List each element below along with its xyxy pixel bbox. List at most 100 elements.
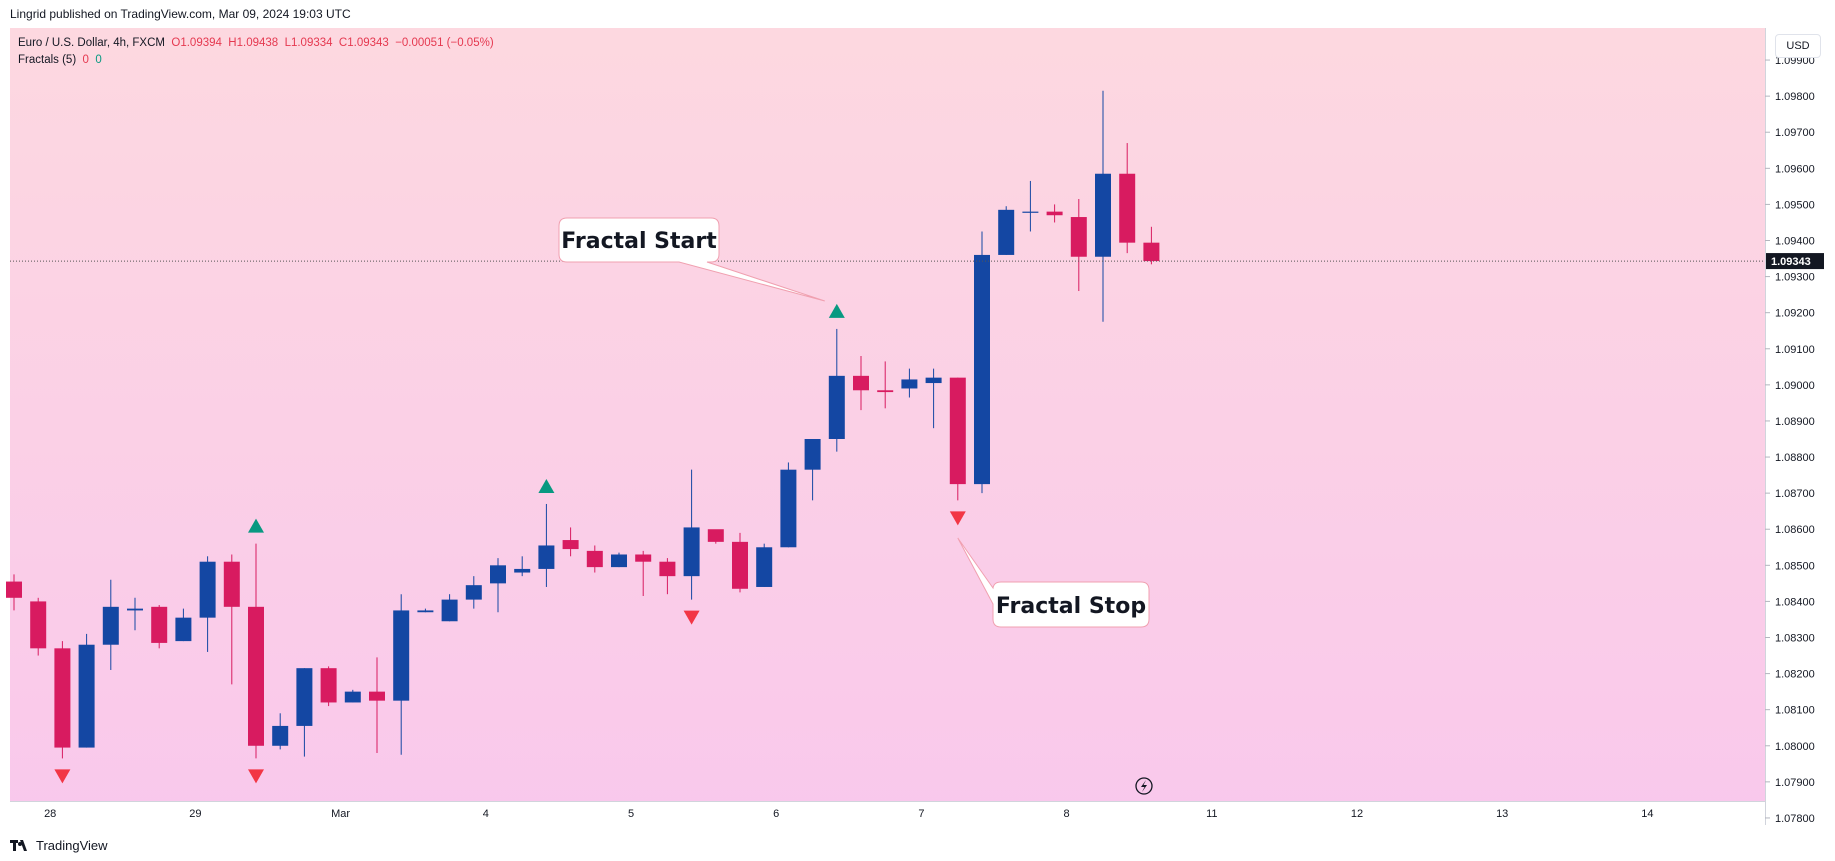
candle: [344, 689, 361, 703]
candle: [974, 231, 990, 494]
candle: [320, 666, 337, 707]
candle-body: [248, 606, 264, 746]
candle-body: [1022, 211, 1039, 213]
price-axis[interactable]: [1765, 28, 1835, 825]
legend-open: O1.09394: [171, 37, 222, 49]
candle-body: [538, 545, 555, 569]
candle-body: [998, 209, 1015, 255]
candle-body: [465, 585, 482, 600]
callout-box: [957, 537, 1150, 628]
candle-body: [369, 691, 385, 701]
candle-body: [611, 554, 627, 568]
candle: [538, 503, 555, 587]
legend-high: H1.09438: [228, 37, 279, 49]
candle-body: [804, 439, 821, 470]
candle: [659, 558, 676, 595]
candle-body: [1095, 173, 1111, 257]
candle: [223, 554, 240, 685]
candle-body: [901, 379, 918, 389]
candle: [151, 605, 168, 649]
candle: [562, 527, 579, 557]
fractal-down-marker: [949, 511, 966, 526]
candle: [635, 550, 652, 596]
brand-name: TradingView: [36, 838, 108, 853]
candle: [514, 556, 531, 577]
candle-body: [199, 561, 216, 618]
candle: [102, 579, 119, 670]
candle: [901, 368, 918, 398]
candle: [1070, 198, 1087, 292]
candle: [393, 594, 410, 755]
candle: [441, 594, 458, 622]
candle: [296, 668, 313, 757]
candle: [1119, 143, 1136, 254]
indicator-value-down: 0: [95, 54, 102, 66]
candle-body: [1070, 217, 1087, 257]
candle-body: [127, 608, 143, 611]
candle: [925, 368, 942, 429]
candle-body: [272, 725, 289, 746]
indicator-name: Fractals (5): [18, 54, 77, 66]
candle: [586, 545, 603, 573]
candle-body: [707, 529, 724, 542]
candle-body: [756, 547, 773, 587]
footer-brand[interactable]: TradingView: [10, 838, 108, 853]
callout-label: Fractal Stop: [996, 594, 1146, 619]
candle: [30, 597, 47, 656]
candle-body: [417, 610, 434, 613]
currency-button[interactable]: USD: [1775, 34, 1821, 58]
candle: [248, 543, 264, 759]
candle-body: [490, 565, 506, 584]
candle-body: [1046, 211, 1063, 216]
candle: [490, 558, 506, 613]
candle-body: [586, 550, 603, 568]
legend-indicator-row[interactable]: Fractals (5) 0 0: [18, 52, 494, 69]
candle-body: [683, 527, 700, 577]
published-line: Lingrid published on TradingView.com, Ma…: [10, 7, 351, 21]
candle: [611, 552, 627, 568]
candle: [369, 657, 385, 753]
candle: [175, 608, 192, 642]
candle-body: [78, 644, 95, 748]
candle: [998, 206, 1015, 255]
fractal-up-marker: [538, 478, 555, 493]
candle-body: [828, 375, 845, 439]
candle: [465, 576, 482, 609]
callout-fractal-stop: Fractal Stop: [957, 537, 1150, 628]
candle: [707, 529, 724, 544]
candle-body: [732, 541, 748, 589]
candle: [127, 597, 143, 631]
candle: [804, 439, 821, 501]
fractal-up-marker: [828, 303, 845, 318]
candle: [756, 543, 773, 587]
candle-body: [296, 668, 313, 726]
callout-box: [558, 217, 825, 302]
candle: [1046, 204, 1063, 223]
candle-body: [151, 606, 168, 643]
candle: [853, 355, 869, 411]
time-axis[interactable]: [10, 801, 1765, 826]
candle-body: [223, 561, 240, 607]
candle: [6, 574, 22, 611]
fractal-down-marker: [248, 769, 264, 784]
candle-body: [635, 554, 652, 562]
legend-symbol: Euro / U.S. Dollar, 4h, FXCM: [18, 37, 165, 49]
candle-body: [393, 610, 410, 701]
candle: [1143, 226, 1160, 265]
candle-body: [6, 581, 22, 598]
candle-body: [441, 599, 458, 622]
candle-body: [1143, 242, 1160, 262]
candle-body: [925, 377, 942, 384]
candle: [199, 556, 216, 652]
candle-body: [853, 375, 869, 391]
candle-body: [30, 601, 47, 649]
candle-body: [949, 377, 966, 485]
callout-fractal-start: Fractal Start: [558, 217, 825, 302]
candle: [1022, 180, 1039, 232]
indicator-value-up: 0: [82, 54, 89, 66]
candle: [78, 633, 95, 748]
legend-close: C1.09343: [338, 37, 389, 49]
candle-body: [102, 606, 119, 645]
legend-low: L1.09334: [284, 37, 333, 49]
